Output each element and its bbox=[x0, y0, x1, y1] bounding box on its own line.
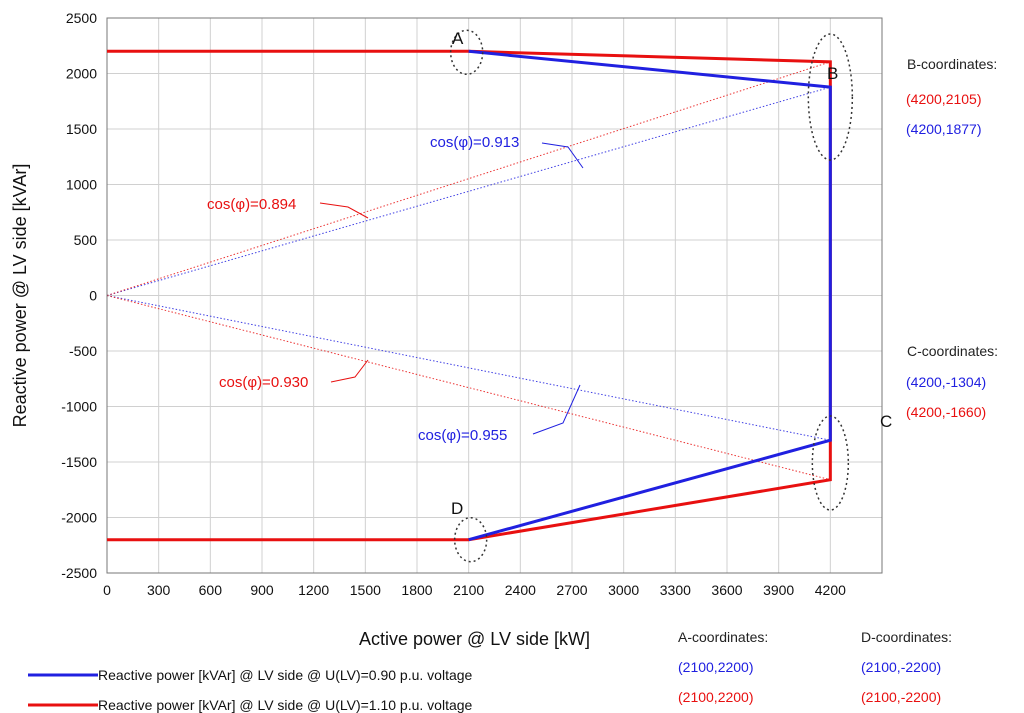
point-label-d: D bbox=[451, 499, 463, 518]
y-tick-label-3: 1000 bbox=[66, 177, 97, 193]
a-coordinates-red: (2100,2200) bbox=[678, 689, 754, 705]
cos-label-0930: cos(φ)=0.930 bbox=[219, 374, 308, 391]
cos-leader-0913 bbox=[541, 142, 584, 169]
x-tick-label-6: 1800 bbox=[401, 582, 432, 598]
c-coordinates-title: C-coordinates: bbox=[907, 343, 998, 359]
cos-label-0955: cos(φ)=0.955 bbox=[418, 427, 507, 444]
y-tick-label-1: 2000 bbox=[66, 66, 97, 82]
x-tick-label-4: 1200 bbox=[298, 582, 329, 598]
cos-leader-0894 bbox=[319, 202, 369, 219]
y-tick-label-4: 500 bbox=[74, 232, 98, 248]
plot-frame bbox=[106, 17, 883, 574]
b-coordinates-title: B-coordinates: bbox=[907, 56, 997, 72]
y-tick-label-10: -2500 bbox=[61, 565, 97, 581]
ellipse-marker-d bbox=[453, 516, 488, 563]
x-tick-label-13: 3900 bbox=[763, 582, 794, 598]
x-tick-label-14: 4200 bbox=[815, 582, 846, 598]
x-axis-title: Active power @ LV side [kW] bbox=[359, 629, 590, 649]
y-tick-label-9: -2000 bbox=[61, 510, 97, 526]
a-coordinates-blue: (2100,2200) bbox=[678, 659, 754, 675]
x-tick-label-8: 2400 bbox=[505, 582, 536, 598]
x-tick-label-1: 300 bbox=[147, 582, 171, 598]
b-coordinates-red: (4200,2105) bbox=[906, 91, 982, 107]
a-coordinates-title: A-coordinates: bbox=[678, 629, 768, 645]
y-tick-label-0: 2500 bbox=[66, 10, 97, 26]
y-tick-label-6: -500 bbox=[69, 343, 97, 359]
pf-line-0 bbox=[106, 86, 831, 296]
ellipse-markers bbox=[449, 29, 854, 563]
b-coordinates-blue: (4200,1877) bbox=[906, 121, 982, 137]
x-tick-label-11: 3300 bbox=[660, 582, 691, 598]
y-axis-title: Reactive power @ LV side [kVAr] bbox=[10, 164, 30, 428]
axis-ticks: 0 300 600 900 1200 1500 1800 2100 2400 2700 3000 33… bbox=[61, 10, 846, 598]
y-tick-label-8: -1500 bbox=[61, 454, 97, 470]
point-label-a: A bbox=[452, 29, 464, 48]
cos-label-0894: cos(φ)=0.894 bbox=[207, 196, 296, 213]
d-coordinates-blue: (2100,-2200) bbox=[861, 659, 941, 675]
x-tick-label-3: 900 bbox=[250, 582, 274, 598]
y-tick-label-7: -1000 bbox=[61, 399, 97, 415]
pf-line-1 bbox=[106, 61, 831, 296]
point-label-b: B bbox=[827, 64, 838, 83]
c-coordinates-red: (4200,-1660) bbox=[906, 404, 986, 420]
y-tick-label-2: 1500 bbox=[66, 121, 97, 137]
series-group bbox=[107, 49, 832, 542]
ellipse-marker-c bbox=[811, 415, 850, 511]
pf-line-2 bbox=[106, 295, 831, 441]
legend-label-red: Reactive power [kVAr] @ LV side @ U(LV)=… bbox=[98, 697, 473, 713]
legend: Reactive power [kVAr] @ LV side @ U(LV)=… bbox=[28, 667, 473, 713]
d-coordinates-red: (2100,-2200) bbox=[861, 689, 941, 705]
power-factor-lines bbox=[106, 61, 831, 481]
x-tick-label-9: 2700 bbox=[556, 582, 587, 598]
y-tick-label-5: 0 bbox=[89, 288, 97, 304]
grid bbox=[106, 17, 882, 574]
ellipse-marker-b bbox=[807, 33, 854, 161]
x-tick-label-5: 1500 bbox=[350, 582, 381, 598]
d-coordinates-title: D-coordinates: bbox=[861, 629, 952, 645]
legend-label-blue: Reactive power [kVAr] @ LV side @ U(LV)=… bbox=[98, 667, 473, 683]
x-tick-label-12: 3600 bbox=[711, 582, 742, 598]
cos-label-0913: cos(φ)=0.913 bbox=[430, 134, 519, 151]
c-coordinates-blue: (4200,-1304) bbox=[906, 374, 986, 390]
x-tick-label-10: 3000 bbox=[608, 582, 639, 598]
x-tick-label-7: 2100 bbox=[453, 582, 484, 598]
x-tick-label-0: 0 bbox=[103, 582, 111, 598]
point-label-c: C bbox=[880, 412, 892, 431]
x-tick-label-2: 600 bbox=[199, 582, 223, 598]
series-line-blue bbox=[468, 49, 832, 542]
cos-leader-0955 bbox=[532, 384, 581, 435]
coordinate-annotations: B-coordinates: (4200,2105) (4200,1877) C… bbox=[678, 56, 998, 705]
cos-annotations: cos(φ)=0.913 cos(φ)=0.894 cos(φ)=0.955 c… bbox=[207, 134, 584, 444]
cos-leader-0930 bbox=[330, 359, 369, 383]
